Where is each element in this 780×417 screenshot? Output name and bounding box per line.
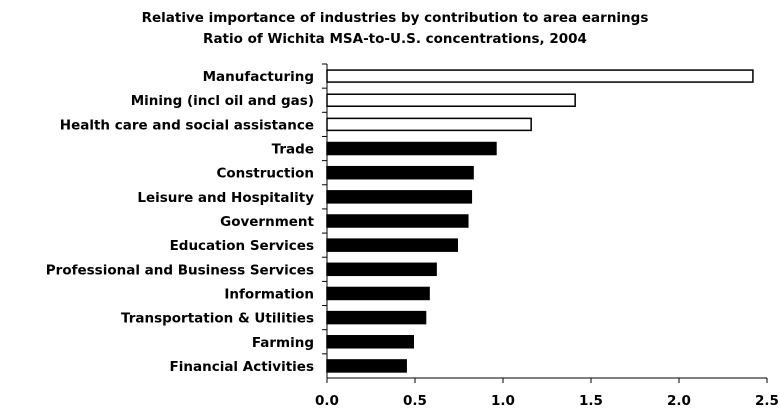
bar-9: [326, 286, 430, 301]
bar-4: [326, 165, 474, 180]
bar-0: [326, 69, 754, 83]
bar-7: [326, 238, 458, 252]
x-axis: 0.0 0.5 1.0 1.5 2.0 2.5: [315, 63, 779, 409]
category-label-11: Farming: [252, 335, 314, 351]
x-tick-label-1: 0.5: [403, 393, 427, 409]
bar-12: [326, 359, 407, 373]
category-label-3: Trade: [272, 142, 314, 158]
x-tick-label-3: 1.5: [579, 393, 603, 409]
category-label-2: Health care and social assistance: [60, 117, 314, 133]
x-tick-label-5: 2.5: [755, 393, 779, 409]
category-label-10: Transportation & Utilities: [121, 311, 314, 327]
bar-10: [326, 310, 427, 325]
category-label-7: Education Services: [170, 238, 314, 254]
bar-5: [326, 190, 473, 204]
x-tick-label-4: 2.0: [667, 393, 691, 409]
category-label-12: Financial Activities: [170, 359, 314, 375]
bar-11: [326, 335, 414, 349]
chart-subtitle: Ratio of Wichita MSA-to-U.S. concentrati…: [203, 31, 587, 47]
category-label-6: Government: [220, 214, 314, 230]
x-tick-label-2: 1.0: [491, 393, 515, 409]
category-label-4: Construction: [216, 166, 314, 182]
category-label-5: Leisure and Hospitality: [137, 190, 314, 206]
category-label-0: Manufacturing: [203, 69, 314, 85]
category-label-8: Professional and Business Services: [46, 262, 314, 278]
bar-6: [326, 214, 469, 228]
chart-title: Relative importance of industries by con…: [142, 10, 649, 26]
x-tick-label-0: 0.0: [315, 393, 339, 409]
category-label-1: Mining (incl oil and gas): [131, 93, 314, 109]
bar-1: [326, 93, 576, 107]
category-labels: Manufacturing Mining (incl oil and gas) He…: [46, 69, 315, 375]
category-label-9: Information: [224, 286, 314, 302]
bar-8: [326, 262, 437, 277]
bar-3: [326, 141, 497, 156]
bar-2: [326, 117, 532, 132]
bars-layer: [326, 69, 754, 373]
